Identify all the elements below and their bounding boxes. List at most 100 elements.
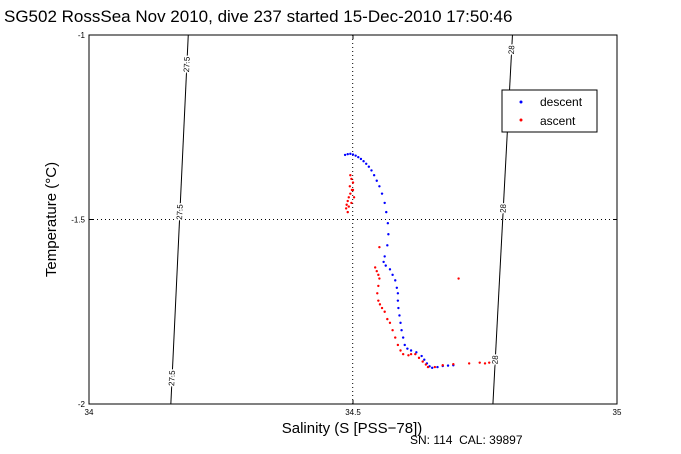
ascent-point [478,361,481,364]
x-tick-label: 34 [85,408,94,417]
series-descent [343,152,455,370]
descent-point [357,155,360,159]
descent-point [386,221,390,225]
ascent-point [376,292,379,295]
ascent-point [383,310,386,313]
ascent-point [426,365,430,369]
ascent-point [424,363,428,366]
ascent-point [378,303,382,306]
x-tick-label: 34.5 [345,408,361,417]
descent-point [400,329,403,332]
ascent-point [399,349,402,352]
descent-point [375,179,378,182]
descent-point [436,365,439,369]
ascent-point [345,203,348,206]
x-axis-label: Salinity (S [PSS−78]) [282,420,422,437]
ascent-point [373,266,377,269]
descent-point [398,314,401,317]
descent-point [349,152,352,156]
footer-serial-cal: SN: 114 CAL: 39897 [410,433,523,447]
contour-label: 28 [491,354,500,364]
descent-point [372,174,376,177]
legend-box [501,89,598,133]
ascent-point [378,245,381,249]
ascent-point [350,201,353,205]
descent-point [359,157,363,161]
descent-point [383,255,386,258]
descent-point [382,260,385,264]
descent-point [362,159,365,163]
descent-point [351,153,355,156]
descent-point [406,347,409,350]
ascent-point [349,192,352,195]
descent-point [396,299,400,302]
ascent-point [350,177,353,181]
data-series [343,152,491,370]
descent-point [431,366,434,370]
ascent-point [386,317,389,321]
descent-point [415,351,418,354]
y-tick-label: -1 [78,31,86,40]
descent-point [354,154,357,157]
ascent-point [347,205,350,208]
descent-point [420,354,423,358]
contour-label: 27.5 [175,204,185,221]
ascent-point [375,269,378,273]
descent-point [396,292,400,295]
contour-label: 28 [499,203,508,213]
ascent-point [433,365,437,369]
descent-point [423,358,426,361]
ascent-point [409,352,413,356]
y-tick-label: -2 [78,400,86,409]
legend: descent ascent [501,89,598,133]
contour-label: 27.5 [167,370,177,387]
descent-point [346,152,349,156]
ascent-point [349,174,352,177]
descent-point [391,273,394,277]
ascent-point [380,306,384,310]
y-tick-label: -1.5 [71,216,85,225]
ascent-point [414,352,417,356]
ascent-point [488,361,491,364]
descent-point [401,336,405,339]
descent-point [343,153,347,157]
descent-point [378,185,381,188]
ascent-point [352,196,356,199]
descent-point [446,364,450,367]
ascent-point [396,343,400,347]
descent-point [370,169,373,172]
contour-label: 27.5 [182,56,192,73]
ascent-point [483,362,487,365]
contour-label: 28 [507,45,516,55]
ascent-point [344,207,348,210]
ascent-point [347,196,350,199]
descent-point [367,165,371,168]
ascent-point [394,336,397,339]
ascent-point [417,356,421,360]
descent-point [403,343,406,347]
chart-title: SG502 RossSea Nov 2010, dive 237 started… [4,7,512,26]
legend-marker-ascent [519,118,523,122]
ascent-point [348,185,352,188]
descent-point [395,286,399,289]
descent-point [384,264,387,267]
descent-point [385,210,388,214]
legend-marker-descent [519,100,523,104]
legend-label-ascent: ascent [540,114,576,128]
descent-point [365,162,368,165]
ascent-point [391,329,394,332]
ascent-point [346,199,349,203]
ascent-point [351,181,355,184]
ascent-point [377,284,380,288]
y-axis-label: Temperature (°C) [43,162,60,277]
ascent-point [377,273,380,277]
ascent-point [401,352,405,356]
ascent-point [346,210,349,214]
ascent-point [388,321,392,325]
descent-point [380,192,384,195]
contour-line [170,34,189,405]
descent-point [387,233,390,236]
x-tick-label: 35 [613,408,622,417]
legend-label-descent: descent [540,95,583,109]
